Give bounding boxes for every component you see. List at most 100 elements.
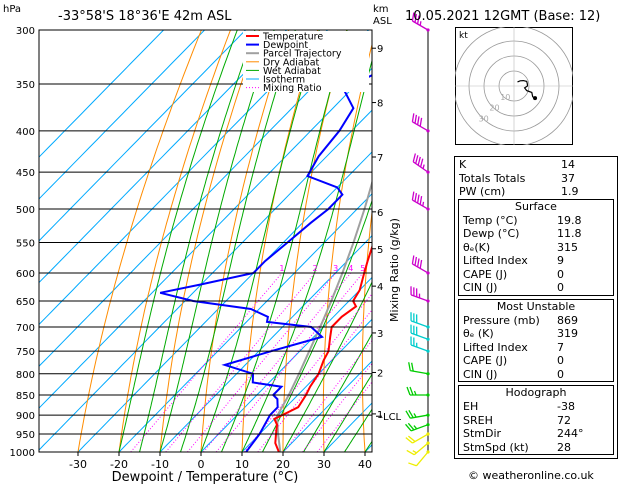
isotherm-line: [39, 30, 206, 200]
hodograph-value: -38: [557, 400, 575, 413]
wet-adiabat-line: [159, 30, 275, 452]
dewpoint-line: [159, 74, 372, 452]
most-unstable-label: CIN (J): [463, 367, 498, 381]
wind-barb: [406, 441, 430, 456]
surface-row: CIN (J) 0: [459, 281, 613, 295]
surface-row: Temp (°C) 19.8: [459, 214, 613, 228]
mixing-ratio-label: 5: [360, 264, 365, 273]
most-unstable-title: Most Unstable: [496, 299, 576, 313]
pressure-tick-label: 750: [16, 347, 35, 358]
index-value: 14: [561, 158, 575, 171]
x-tick-label: -30: [69, 458, 87, 471]
wet-adiabat-line: [262, 199, 372, 452]
hodograph-value: 244°: [557, 427, 584, 440]
surface-value: 11.8: [557, 227, 582, 240]
surface-title: Surface: [515, 199, 557, 213]
wet-adiabat-line: [323, 373, 372, 452]
index-row: Totals Totals 37: [455, 172, 617, 186]
isotherm-line: [39, 67, 372, 409]
wet-adiabat-line: [139, 30, 256, 452]
pressure-tick-label: 400: [16, 127, 35, 138]
hodograph-value: 28: [557, 440, 571, 454]
index-value: 1.9: [561, 185, 579, 198]
isotherm-line: [323, 402, 372, 452]
isotherm-line: [282, 360, 372, 452]
wet-adiabat-line: [282, 281, 372, 452]
dry-adiabat-line: [400, 0, 449, 469]
hodograph-row: SREH 72: [459, 414, 613, 428]
pressure-tick-label: 700: [16, 323, 35, 334]
hodograph-value: 72: [557, 413, 571, 427]
index-label: PW (cm): [459, 185, 506, 198]
altitude-tick-label: 3: [377, 329, 383, 340]
x-tick-label: -10: [151, 458, 169, 471]
pressure-tick-label: 950: [16, 430, 35, 441]
surface-label: Temp (°C): [463, 213, 518, 227]
mixing-ratio-label: 2: [313, 264, 318, 273]
surface-row: θₑ(K) 315: [459, 241, 613, 255]
most-unstable-label: Lifted Index: [463, 340, 528, 354]
wind-barb: [411, 191, 430, 211]
hodograph-label: SREH: [463, 413, 493, 427]
most-unstable-value: 319: [557, 327, 578, 340]
wet-adiabat-line: [221, 30, 348, 452]
hodograph-title: Hodograph: [505, 386, 567, 399]
mixing-ratio-label: 1: [279, 264, 284, 273]
mixing-ratio-line: [316, 381, 372, 452]
pressure-tick-label: 1000: [10, 448, 35, 459]
hodograph-ring-label: 10: [500, 93, 510, 102]
pressure-tick-label: 350: [16, 80, 35, 91]
wind-barb: [405, 409, 430, 419]
isotherm-line: [39, 30, 165, 158]
mixing-ratio-label: 20: [439, 264, 449, 273]
wind-barb: [408, 450, 430, 467]
isotherm-line: [241, 318, 372, 452]
legend-label: Dewpoint: [263, 40, 308, 51]
altitude-tick-label: 4: [377, 282, 383, 293]
wind-barb: [405, 432, 430, 444]
surface-label: CIN (J): [463, 281, 498, 294]
surface-value: 19.8: [557, 213, 582, 227]
most-unstable-row: Pressure (mb) 869: [459, 314, 613, 328]
index-row: K 14: [455, 158, 617, 172]
wind-barb: [405, 422, 430, 432]
surface-label: Lifted Index: [463, 254, 528, 267]
most-unstable-value: 0: [557, 367, 564, 381]
legend-label: Mixing Ratio: [263, 83, 322, 94]
altitude-tick-label: 5: [377, 245, 383, 256]
wet-adiabat-line: [303, 332, 372, 452]
x-tick-label: 20: [276, 458, 290, 471]
dry-adiabat-line: [118, 30, 232, 452]
surface-row: Dewp (°C) 11.8: [459, 227, 613, 241]
hodograph-row: EH -38: [459, 400, 613, 414]
hodograph-box: Hodograph EH -38 SREH 72 StmDir 244° StmSpd (k…: [458, 385, 614, 455]
asl-label: ASL: [373, 16, 392, 27]
surface-value: 0: [557, 281, 564, 294]
wind-barb: [412, 153, 430, 174]
isotherm-line: [39, 30, 247, 242]
x-tick-label: -20: [110, 458, 128, 471]
km-label: km: [373, 4, 389, 15]
hodograph-ring-label: 30: [479, 114, 489, 123]
most-unstable-value: 869: [557, 313, 578, 327]
plot-frame: [38, 29, 373, 453]
wet-adiabat-line: [180, 30, 296, 452]
surface-label: Dewp (°C): [463, 227, 520, 240]
hpa-label: hPa: [3, 4, 21, 15]
altitude-tick-label: 8: [377, 99, 383, 110]
hodograph-end-point: [533, 96, 538, 101]
wet-adiabat-line: [200, 30, 320, 452]
mixing-ratio-line: [215, 272, 364, 452]
mixing-ratio-line: [257, 309, 372, 452]
lcl-label: LCL: [383, 412, 402, 423]
surface-value: 9: [557, 254, 564, 267]
surface-row: CAPE (J) 0: [459, 268, 613, 282]
isotherm-line: [39, 30, 288, 284]
date-label: 10.05.2021 12GMT (Base: 12): [405, 9, 600, 24]
x-tick-label: 0: [198, 458, 205, 471]
pressure-tick-label: 600: [16, 269, 35, 280]
wet-adiabat-line: [118, 30, 238, 452]
altitude-tick-label: 9: [377, 44, 383, 55]
